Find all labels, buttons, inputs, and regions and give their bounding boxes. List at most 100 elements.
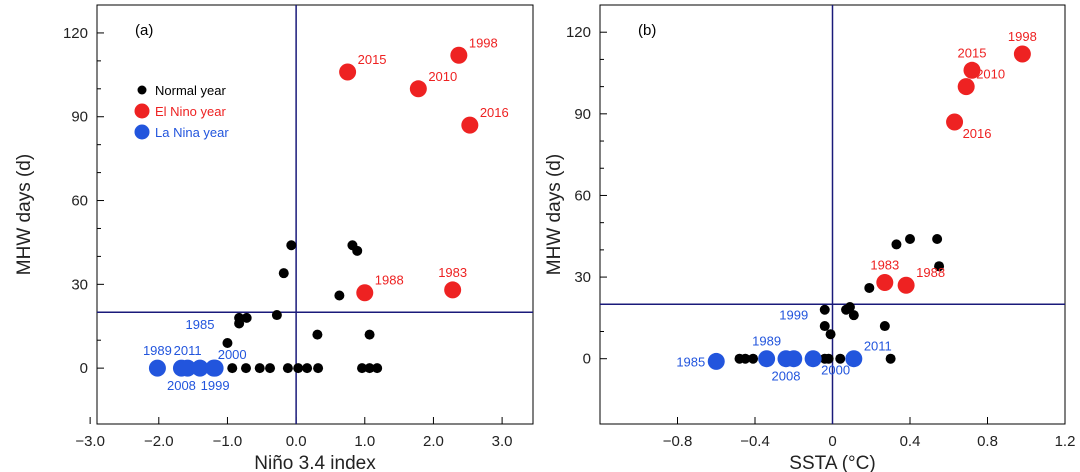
data-point-normal-year bbox=[271, 310, 282, 321]
panel-label: (a) bbox=[135, 22, 153, 39]
point-label-1998: 1998 bbox=[1008, 29, 1037, 44]
data-point-normal-year bbox=[823, 353, 834, 364]
data-point-normal-year bbox=[864, 282, 875, 293]
data-point-normal-year bbox=[278, 268, 289, 279]
legend-label-0: Normal year bbox=[155, 83, 226, 98]
data-point-normal-year bbox=[312, 329, 323, 340]
data-point-normal-year bbox=[819, 304, 830, 315]
data-point-normal-year bbox=[265, 363, 276, 374]
y-tick-label: 0 bbox=[80, 360, 88, 377]
data-point-2015 bbox=[963, 61, 981, 79]
data-point-1985 bbox=[707, 352, 725, 370]
data-point-normal-year bbox=[835, 353, 846, 364]
point-label-2016: 2016 bbox=[963, 126, 992, 141]
point-label-2015: 2015 bbox=[358, 52, 387, 67]
x-tick-label: −2.0 bbox=[144, 433, 174, 450]
data-point-normal-year bbox=[844, 302, 855, 313]
y-tick-label: 120 bbox=[63, 25, 88, 42]
data-point-normal-year bbox=[364, 329, 375, 340]
data-point-normal-year bbox=[234, 318, 245, 329]
data-point-normal-year bbox=[357, 363, 368, 374]
data-point-normal-year bbox=[302, 363, 313, 374]
y-axis-label: MHW days (d) bbox=[14, 154, 35, 275]
data-point-1983 bbox=[876, 274, 894, 292]
x-tick-label: 0.8 bbox=[977, 433, 998, 450]
y-tick-label: 30 bbox=[71, 276, 88, 293]
data-point-normal-year bbox=[364, 363, 375, 374]
point-label-1988: 1988 bbox=[375, 273, 404, 288]
data-point-normal-year bbox=[825, 329, 836, 340]
data-point-normal-year bbox=[240, 363, 251, 374]
x-tick-label: −0.4 bbox=[740, 433, 770, 450]
data-point-normal-year bbox=[879, 321, 890, 332]
point-label-1983: 1983 bbox=[870, 258, 899, 273]
point-label-1989: 1989 bbox=[143, 343, 172, 358]
data-point-normal-year bbox=[241, 312, 252, 323]
data-point-2015 bbox=[339, 63, 357, 81]
data-point-2010 bbox=[409, 80, 427, 98]
legend-marker-0 bbox=[137, 85, 147, 95]
data-point-1989 bbox=[758, 350, 776, 368]
panel-b: −0.8 −0.4 0 0.4 0.8 1.2 0 30 60 90 120 (b) SSTA (°C)… bbox=[544, 4, 1076, 472]
y-tick-label: 30 bbox=[574, 269, 591, 286]
y-tick-label: 0 bbox=[583, 351, 591, 368]
x-tick-label: −0.8 bbox=[663, 433, 693, 450]
point-label-1989: 1989 bbox=[752, 334, 781, 349]
point-label-2000: 2000 bbox=[218, 347, 247, 362]
x-tick-label: 0.0 bbox=[286, 433, 307, 450]
point-label-1985: 1985 bbox=[186, 317, 215, 332]
data-point-1983 bbox=[444, 281, 462, 299]
point-label-2008: 2008 bbox=[167, 378, 196, 393]
data-point-normal-year bbox=[932, 233, 943, 244]
y-axis-label: MHW days (d) bbox=[544, 154, 565, 275]
data-point-normal-year bbox=[293, 363, 304, 374]
legend-marker-1 bbox=[134, 103, 150, 119]
point-label-1999: 1999 bbox=[779, 308, 808, 323]
data-point-normal-year bbox=[352, 245, 363, 256]
data-point-normal-year bbox=[222, 337, 233, 348]
x-tick-label: 0 bbox=[828, 433, 836, 450]
data-point-normal-year bbox=[313, 363, 324, 374]
data-point-1998 bbox=[1013, 45, 1031, 63]
data-point-normal-year bbox=[905, 233, 915, 244]
point-label-2015: 2015 bbox=[958, 45, 987, 60]
x-tick-label: 1.0 bbox=[354, 433, 375, 450]
data-point-normal-year bbox=[334, 290, 345, 301]
data-point-2011 bbox=[845, 350, 863, 368]
legend-label-1: El Nino year bbox=[155, 104, 226, 119]
panel-label: (b) bbox=[638, 22, 656, 39]
point-label-2011: 2011 bbox=[864, 339, 892, 354]
data-point-2016 bbox=[461, 116, 479, 134]
panel-a: −3.0 −2.0 −1.0 0.0 1.0 2.0 3.0 0 30 60 90 120 (a) Niñ… bbox=[14, 4, 534, 472]
data-point-2011 bbox=[179, 359, 197, 377]
legend-label-2: La Nina year bbox=[155, 125, 229, 140]
data-point-normal-year bbox=[819, 321, 830, 332]
data-point-normal-year bbox=[740, 353, 751, 364]
data-point-normal-year bbox=[254, 363, 265, 374]
point-label-2010: 2010 bbox=[428, 69, 457, 84]
point-label-2008: 2008 bbox=[772, 369, 801, 384]
point-label-1988: 1988 bbox=[916, 265, 945, 280]
x-tick-label: −3.0 bbox=[75, 433, 105, 450]
point-label-1985: 1985 bbox=[676, 354, 705, 369]
x-tick-label: 1.2 bbox=[1055, 433, 1076, 450]
point-label-1998: 1998 bbox=[469, 35, 498, 50]
y-tick-label: 90 bbox=[574, 106, 591, 123]
data-point-2000 bbox=[804, 350, 822, 368]
plot-frame bbox=[96, 4, 534, 425]
data-point-2000 bbox=[205, 359, 223, 377]
x-axis-label: Niño 3.4 index bbox=[254, 453, 376, 472]
data-point-2010 bbox=[957, 78, 975, 96]
data-point-normal-year bbox=[748, 353, 759, 364]
data-point-normal-year bbox=[848, 310, 859, 321]
data-point-1988 bbox=[897, 276, 915, 294]
x-tick-label: −1.0 bbox=[213, 433, 243, 450]
legend-marker-2 bbox=[134, 124, 150, 140]
data-point-2016 bbox=[946, 113, 964, 131]
y-tick-label: 90 bbox=[71, 109, 88, 126]
x-tick-label: 2.0 bbox=[423, 433, 444, 450]
data-point-1985 bbox=[191, 359, 209, 377]
data-point-normal-year bbox=[885, 353, 896, 364]
data-point-1989 bbox=[148, 359, 166, 377]
